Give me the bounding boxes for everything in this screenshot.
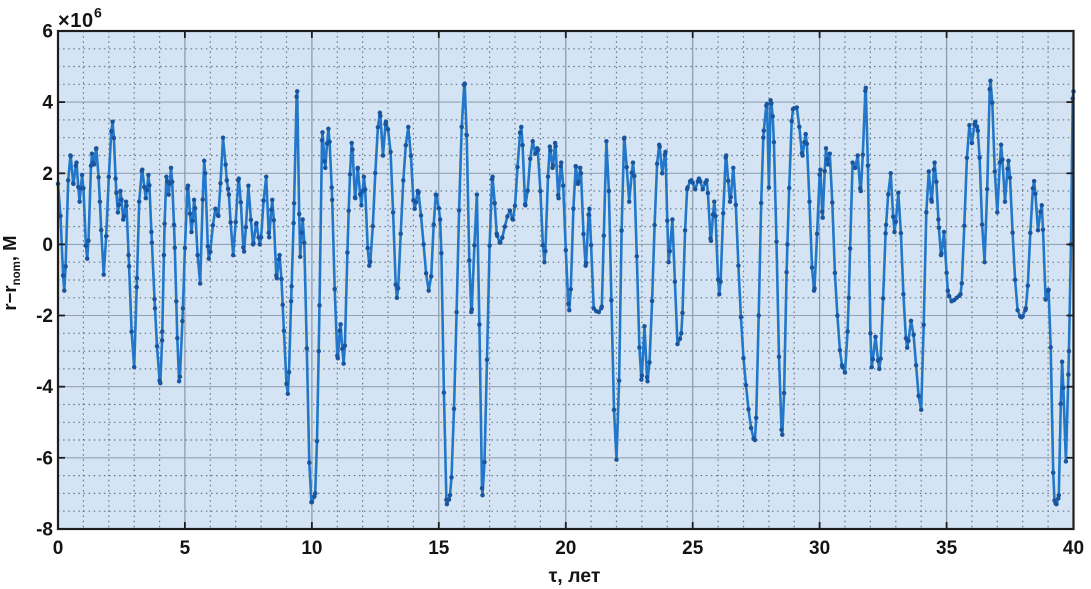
- svg-text:0: 0: [42, 235, 53, 256]
- svg-text:τ, лет: τ, лет: [549, 565, 601, 587]
- svg-text:-4: -4: [36, 377, 53, 398]
- svg-text:-6: -6: [36, 448, 53, 469]
- svg-text:2: 2: [42, 164, 53, 185]
- svg-text:6: 6: [94, 5, 102, 21]
- svg-text:-8: -8: [36, 520, 53, 541]
- svg-text:30: 30: [809, 538, 830, 559]
- svg-text:-2: -2: [36, 306, 53, 327]
- svg-text:5: 5: [180, 538, 191, 559]
- svg-text:35: 35: [936, 538, 958, 559]
- svg-text:10: 10: [301, 538, 322, 559]
- svg-text:×10: ×10: [58, 10, 94, 32]
- svg-text:4: 4: [42, 93, 53, 114]
- svg-text:0: 0: [53, 538, 64, 559]
- svg-text:40: 40: [1063, 538, 1084, 559]
- svg-text:20: 20: [555, 538, 576, 559]
- svg-text:15: 15: [428, 538, 450, 559]
- svg-text:r−rnom, М: r−rnom, М: [0, 235, 23, 310]
- svg-text:25: 25: [682, 538, 704, 559]
- svg-text:6: 6: [42, 22, 53, 43]
